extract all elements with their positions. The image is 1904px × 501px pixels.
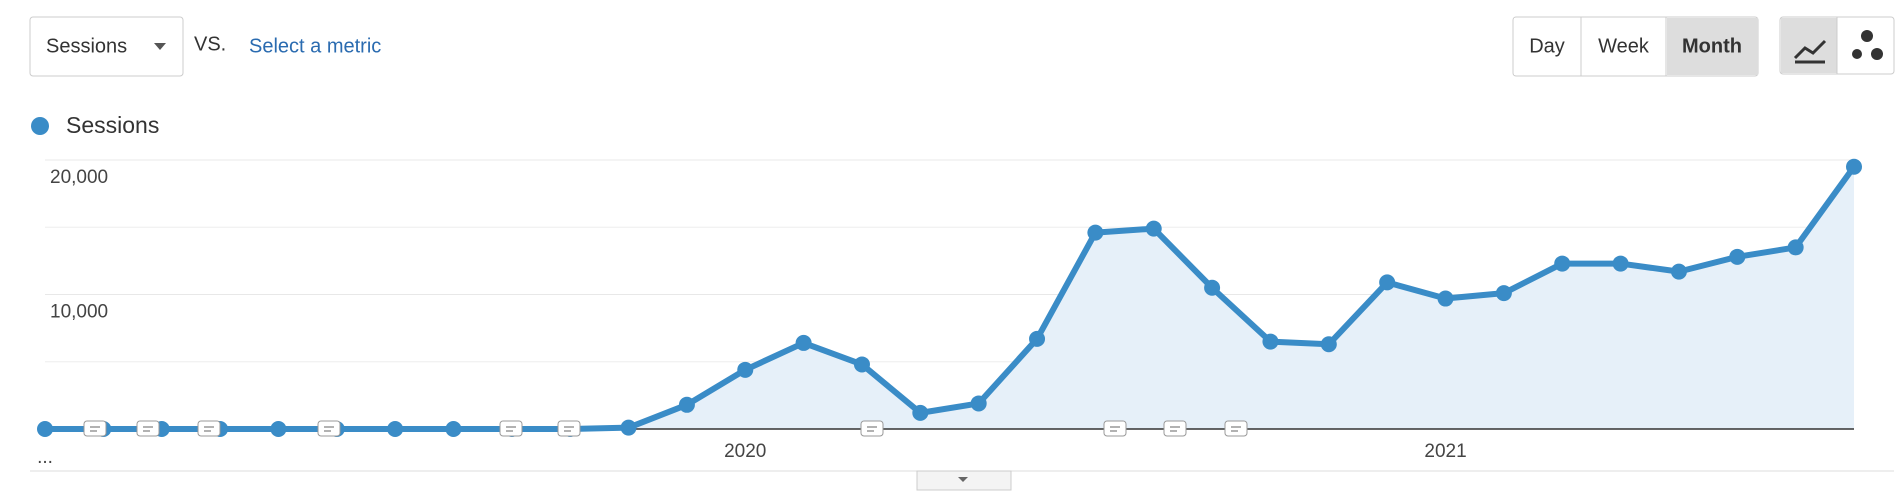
annotation-marker[interactable]: [136, 420, 160, 437]
legend-marker: [31, 117, 49, 135]
expand-arrow: [958, 477, 968, 482]
data-point[interactable]: [737, 361, 754, 378]
data-point[interactable]: [1612, 255, 1629, 272]
x-tick-label: ...: [37, 447, 53, 468]
annotation-marker[interactable]: [317, 420, 341, 437]
data-point[interactable]: [387, 421, 404, 437]
x-tick-label: 2021: [1424, 441, 1466, 462]
annotation-icon: [867, 426, 877, 432]
data-point[interactable]: [795, 334, 812, 351]
annotation-marker[interactable]: [860, 420, 884, 437]
data-point[interactable]: [1846, 158, 1862, 175]
select-metric-link[interactable]: Select a metric: [249, 35, 381, 57]
data-point[interactable]: [1379, 274, 1396, 291]
data-point[interactable]: [1145, 220, 1162, 237]
data-point[interactable]: [620, 419, 637, 436]
metric-dropdown[interactable]: [29, 16, 184, 77]
line-chart-button[interactable]: [1781, 18, 1837, 73]
annotation-marker[interactable]: [1163, 420, 1187, 437]
y-tick-label: 20,000: [50, 167, 108, 188]
data-point[interactable]: [1554, 255, 1571, 272]
data-point[interactable]: [912, 404, 929, 421]
annotation-icon: [1231, 426, 1241, 432]
data-point[interactable]: [853, 356, 870, 373]
line-chart-icon: [1793, 39, 1827, 64]
area: [45, 166, 1854, 429]
legend-label: Sessions: [66, 112, 159, 138]
data-point[interactable]: [1204, 279, 1221, 296]
annotation-icon: [506, 426, 516, 432]
period-button[interactable]: [1667, 18, 1758, 75]
data-point[interactable]: [1495, 285, 1512, 302]
annotation-icon: [1110, 426, 1120, 432]
annotation-marker[interactable]: [1224, 420, 1248, 437]
data-point[interactable]: [270, 421, 287, 437]
data-point[interactable]: [1087, 224, 1104, 241]
annotation-marker[interactable]: [197, 420, 221, 437]
motion-icon: [1852, 49, 1862, 59]
annotation-icon: [90, 426, 100, 432]
motion-icon: [1871, 48, 1883, 60]
y-tick-label: 10,000: [50, 302, 108, 323]
x-tick-label: 2020: [724, 441, 766, 462]
data-point[interactable]: [970, 395, 987, 412]
annotation-marker[interactable]: [83, 420, 107, 437]
annotation-icon: [324, 426, 334, 432]
annotation-icon: [204, 426, 214, 432]
data-point[interactable]: [1262, 333, 1279, 350]
data-point[interactable]: [1437, 290, 1454, 307]
annotation-icon: [564, 426, 574, 432]
annotation-icon: [143, 426, 153, 432]
data-point[interactable]: [37, 421, 53, 437]
series-line: [45, 164, 1857, 432]
data-point[interactable]: [1320, 336, 1337, 353]
data-point[interactable]: [445, 421, 462, 437]
period-label[interactable]: Day: [1529, 35, 1565, 57]
metric-dropdown-label[interactable]: Sessions: [46, 35, 127, 57]
data-point[interactable]: [1670, 263, 1687, 280]
data-point[interactable]: [1029, 330, 1046, 347]
dropdown-arrow: [154, 43, 166, 50]
annotation-marker[interactable]: [499, 420, 523, 437]
data-point[interactable]: [1787, 239, 1804, 256]
annotation-marker[interactable]: [557, 420, 581, 437]
vs-label: VS.: [194, 33, 226, 55]
data-point[interactable]: [678, 396, 695, 413]
period-button[interactable]: [1582, 18, 1666, 75]
annotation-icon: [1170, 426, 1180, 432]
data-point[interactable]: [1729, 248, 1746, 265]
motion-icon[interactable]: [1861, 30, 1873, 42]
period-label[interactable]: Week: [1598, 35, 1650, 57]
period-label[interactable]: Month: [1682, 35, 1742, 57]
annotation-marker[interactable]: [1103, 420, 1127, 437]
period-button[interactable]: [1514, 18, 1581, 75]
